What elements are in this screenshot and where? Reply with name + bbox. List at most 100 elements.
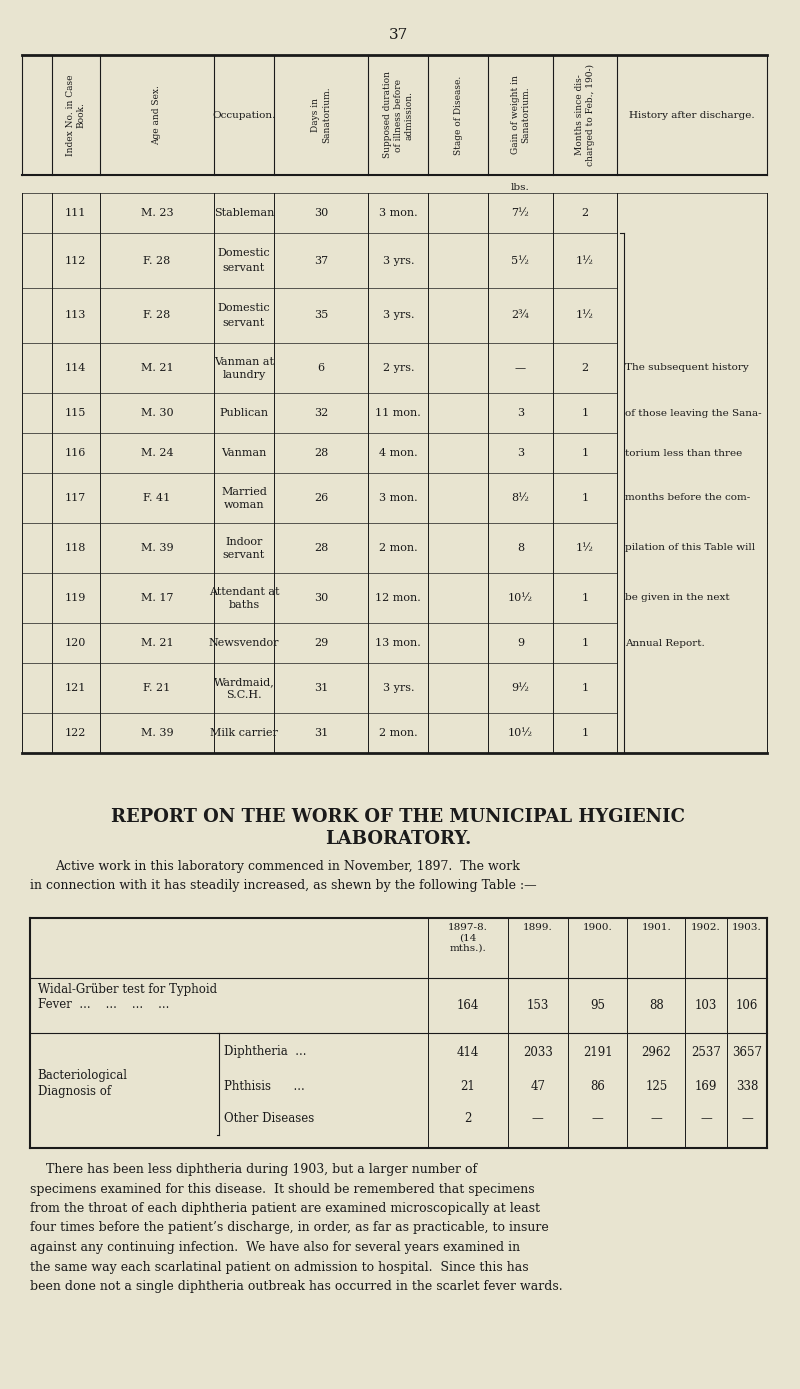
Text: 3 mon.: 3 mon. [379,208,418,218]
Text: M. 21: M. 21 [141,638,173,649]
Text: Active work in this laboratory commenced in November, 1897.  The work: Active work in this laboratory commenced… [54,860,520,874]
Text: 3657: 3657 [732,1046,762,1058]
Text: 30: 30 [314,208,328,218]
Text: months before the com-: months before the com- [626,493,750,503]
Text: Supposed duration
of illness before
admission.: Supposed duration of illness before admi… [383,71,414,158]
Text: 3 yrs.: 3 yrs. [382,683,414,693]
Text: 47: 47 [530,1081,546,1093]
Text: 28: 28 [314,543,328,553]
Text: laundry: laundry [222,371,266,381]
Text: Months since dis-
charged to Feb., 190-): Months since dis- charged to Feb., 190-) [575,64,595,167]
Text: lbs.: lbs. [511,183,530,192]
Text: Publican: Publican [219,408,269,418]
Text: 1½: 1½ [576,256,594,265]
Text: 31: 31 [314,683,328,693]
Text: 117: 117 [65,493,86,503]
Text: 169: 169 [695,1081,718,1093]
Text: M. 21: M. 21 [141,363,173,374]
Text: 1897-8.
(14
mths.).: 1897-8. (14 mths.). [448,924,488,953]
Text: 86: 86 [590,1081,605,1093]
Text: 2962: 2962 [642,1046,671,1058]
Text: 2 mon.: 2 mon. [379,543,418,553]
Text: Age and Sex.: Age and Sex. [152,85,162,144]
Text: 21: 21 [461,1081,475,1093]
Text: 88: 88 [649,999,664,1013]
Text: 1½: 1½ [576,543,594,553]
Text: 9½: 9½ [511,683,530,693]
Text: —: — [514,363,526,374]
Text: servant: servant [223,550,265,561]
Text: 120: 120 [65,638,86,649]
Text: 7½: 7½ [511,208,530,218]
Text: Index No. in Case
Book.: Index No. in Case Book. [66,74,86,156]
Text: 103: 103 [695,999,718,1013]
Text: 2 yrs.: 2 yrs. [382,363,414,374]
Text: Widal-Grüber test for Typhoid: Widal-Grüber test for Typhoid [38,983,217,996]
Text: against any continuing infection.  We have also for several years examined in: against any continuing infection. We hav… [30,1240,520,1254]
Text: 35: 35 [314,311,328,321]
Text: pilation of this Table will: pilation of this Table will [626,543,755,553]
Text: 112: 112 [65,256,86,265]
Text: Stableman: Stableman [214,208,274,218]
Text: baths: baths [228,600,260,611]
Text: 1899.: 1899. [523,924,553,932]
Text: 1: 1 [582,593,589,603]
Text: Vanman at: Vanman at [214,357,274,367]
Text: 1: 1 [582,728,589,738]
Text: 32: 32 [314,408,328,418]
Text: Stage of Disease.: Stage of Disease. [454,75,462,154]
Text: 2: 2 [582,208,589,218]
Text: M. 23: M. 23 [141,208,173,218]
Text: —: — [700,1113,712,1125]
Text: be given in the next: be given in the next [626,593,730,603]
Text: Gain of weight in
Sanatorium.: Gain of weight in Sanatorium. [510,75,530,154]
Text: 31: 31 [314,728,328,738]
Text: 111: 111 [65,208,86,218]
Text: Domestic: Domestic [218,249,270,258]
Text: M. 39: M. 39 [141,728,173,738]
Text: specimens examined for this disease.  It should be remembered that specimens: specimens examined for this disease. It … [30,1182,534,1196]
Text: There has been less diphtheria during 1903, but a larger number of: There has been less diphtheria during 19… [30,1163,477,1176]
Text: 164: 164 [457,999,479,1013]
Text: 1902.: 1902. [691,924,721,932]
Text: 3 mon.: 3 mon. [379,493,418,503]
Text: Indoor: Indoor [226,538,262,547]
Text: F. 28: F. 28 [143,311,170,321]
Text: been done not a single diphtheria outbreak has occurred in the scarlet fever war: been done not a single diphtheria outbre… [30,1281,562,1293]
Text: Wardmaid,: Wardmaid, [214,676,274,688]
Text: 125: 125 [645,1081,667,1093]
Text: 13 mon.: 13 mon. [375,638,422,649]
Text: 113: 113 [65,311,86,321]
Text: 114: 114 [65,363,86,374]
Text: LABORATORY.: LABORATORY. [325,831,471,849]
Text: Milk carrier: Milk carrier [210,728,278,738]
Text: 2033: 2033 [523,1046,553,1058]
Text: —: — [650,1113,662,1125]
Text: F. 28: F. 28 [143,256,170,265]
Text: 5½: 5½ [511,256,530,265]
Text: 1: 1 [582,638,589,649]
Text: 2¾: 2¾ [511,311,530,321]
Text: 122: 122 [65,728,86,738]
Text: Phthisis      ...: Phthisis ... [224,1081,305,1093]
Text: in connection with it has steadily increased, as shewn by the following Table :—: in connection with it has steadily incre… [30,879,537,892]
Text: 2191: 2191 [582,1046,612,1058]
Text: 1903.: 1903. [732,924,762,932]
Text: 153: 153 [526,999,549,1013]
Text: 3 yrs.: 3 yrs. [382,311,414,321]
Text: Newsvendor: Newsvendor [209,638,279,649]
Text: 9: 9 [517,638,524,649]
Text: M. 24: M. 24 [141,449,173,458]
Text: 8: 8 [517,543,524,553]
Text: 2: 2 [464,1113,472,1125]
Text: 1: 1 [582,493,589,503]
Text: 37: 37 [314,256,328,265]
Text: Days in
Sanatorium.: Days in Sanatorium. [311,86,331,143]
Text: Domestic: Domestic [218,303,270,314]
Text: 338: 338 [736,1081,758,1093]
Text: Diphtheria  ...: Diphtheria ... [224,1046,306,1058]
Text: 30: 30 [314,593,328,603]
Text: 3: 3 [517,408,524,418]
Text: 10½: 10½ [508,728,533,738]
Text: —: — [532,1113,544,1125]
